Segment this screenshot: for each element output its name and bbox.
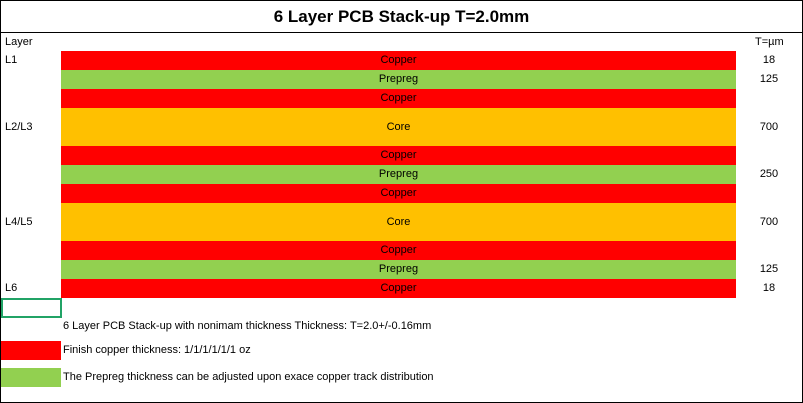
layer-bar: Copper [61,184,736,203]
layer-bar: Prepreg [61,260,736,279]
layer-bar: Core [61,108,736,146]
layer-thickness: 18 [762,282,776,294]
layer-thickness: 18 [762,54,776,66]
layer-header: Layer [5,36,33,48]
layer-bar: Copper [61,89,736,108]
layer-bar: Prepreg [61,70,736,89]
note-text: Finish copper thickness: 1/1/1/1/1/1 oz [63,344,251,356]
layer-bar: Core [61,203,736,241]
thickness-header: T=µm [755,36,784,48]
layer-bar: Copper [61,51,736,70]
layer-label: L1 [5,54,18,66]
layer-bar: Copper [61,241,736,260]
layer-thickness: 125 [759,73,779,85]
legend-swatch [1,341,61,360]
note-text: 6 Layer PCB Stack-up with nonimam thickn… [63,320,432,332]
layer-thickness: 700 [759,121,779,133]
layer-thickness: 125 [759,263,779,275]
layer-thickness: 250 [759,168,779,180]
note-text: The Prepreg thickness can be adjusted up… [63,371,434,383]
layer-label: L6 [5,282,18,294]
layer-thickness: 700 [759,216,779,228]
selected-cell[interactable] [1,298,62,318]
layer-bar: Copper [61,279,736,298]
legend-swatch [1,368,61,387]
title: 6 Layer PCB Stack-up T=2.0mm [1,1,802,33]
layer-bar: Prepreg [61,165,736,184]
layer-label: L2/L3 [5,121,33,133]
layer-label: L4/L5 [5,216,33,228]
layer-bar: Copper [61,146,736,165]
